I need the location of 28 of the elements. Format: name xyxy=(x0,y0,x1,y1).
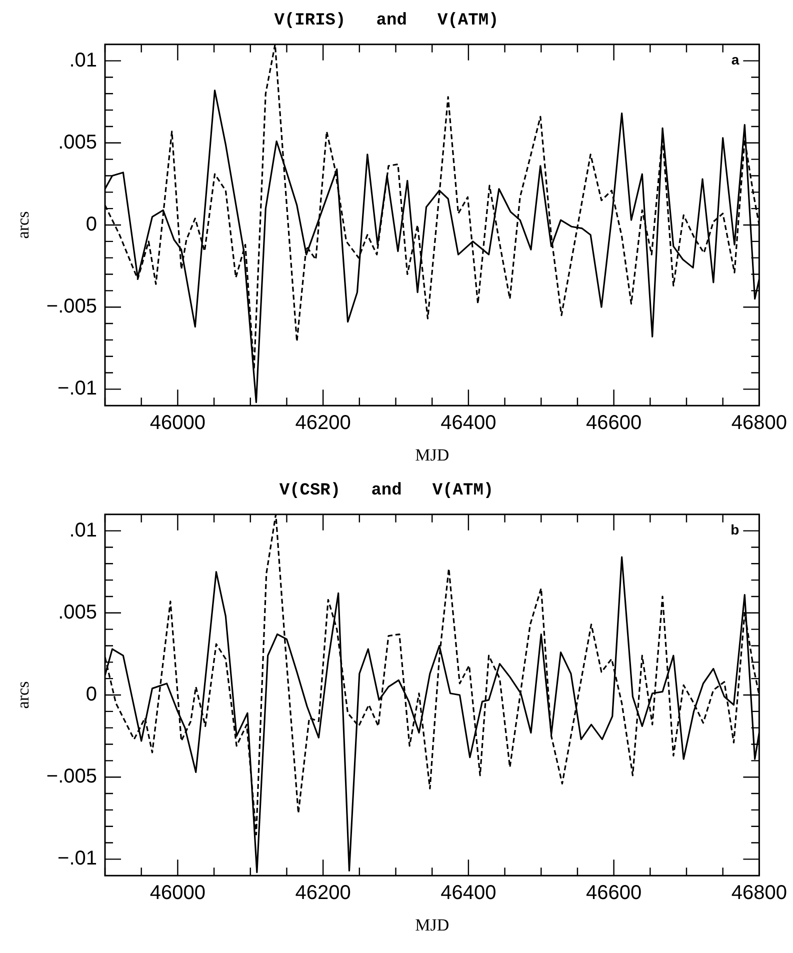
y-tick-label: .005 xyxy=(58,131,98,154)
x-tick-label: 46800 xyxy=(731,412,788,434)
x-axis-title: MJD xyxy=(415,915,450,934)
y-tick-label: .01 xyxy=(69,519,98,542)
x-tick-label: 46000 xyxy=(150,412,206,434)
annotation: b xyxy=(730,522,740,538)
x-tick-label: 46000 xyxy=(150,882,206,904)
x-tick-label: 46200 xyxy=(295,882,351,904)
y-tick-label: .005 xyxy=(58,601,98,624)
annotation: a xyxy=(731,52,740,68)
y-tick-label: −.01 xyxy=(58,378,98,400)
x-tick-label: 46200 xyxy=(295,412,351,434)
y-tick-label: −.005 xyxy=(46,296,98,318)
chart-title: V(CSR) and V(ATM) xyxy=(279,481,494,500)
y-tick-label: 0 xyxy=(86,214,98,236)
y-tick-label: .01 xyxy=(69,49,98,72)
x-tick-label: 46800 xyxy=(731,882,788,904)
y-tick-label: −.01 xyxy=(58,848,98,870)
y-axis-title: arcs xyxy=(14,681,33,709)
chart-title: V(IRIS) and V(ATM) xyxy=(274,11,499,30)
x-axis-title: MJD xyxy=(415,445,450,464)
x-tick-label: 46400 xyxy=(440,882,496,904)
x-tick-label: 46400 xyxy=(440,412,496,434)
x-tick-label: 46600 xyxy=(586,412,642,434)
y-tick-label: 0 xyxy=(86,684,98,706)
y-tick-label: −.005 xyxy=(46,766,98,788)
y-axis-title: arcs xyxy=(14,211,33,239)
x-tick-label: 46600 xyxy=(586,882,642,904)
